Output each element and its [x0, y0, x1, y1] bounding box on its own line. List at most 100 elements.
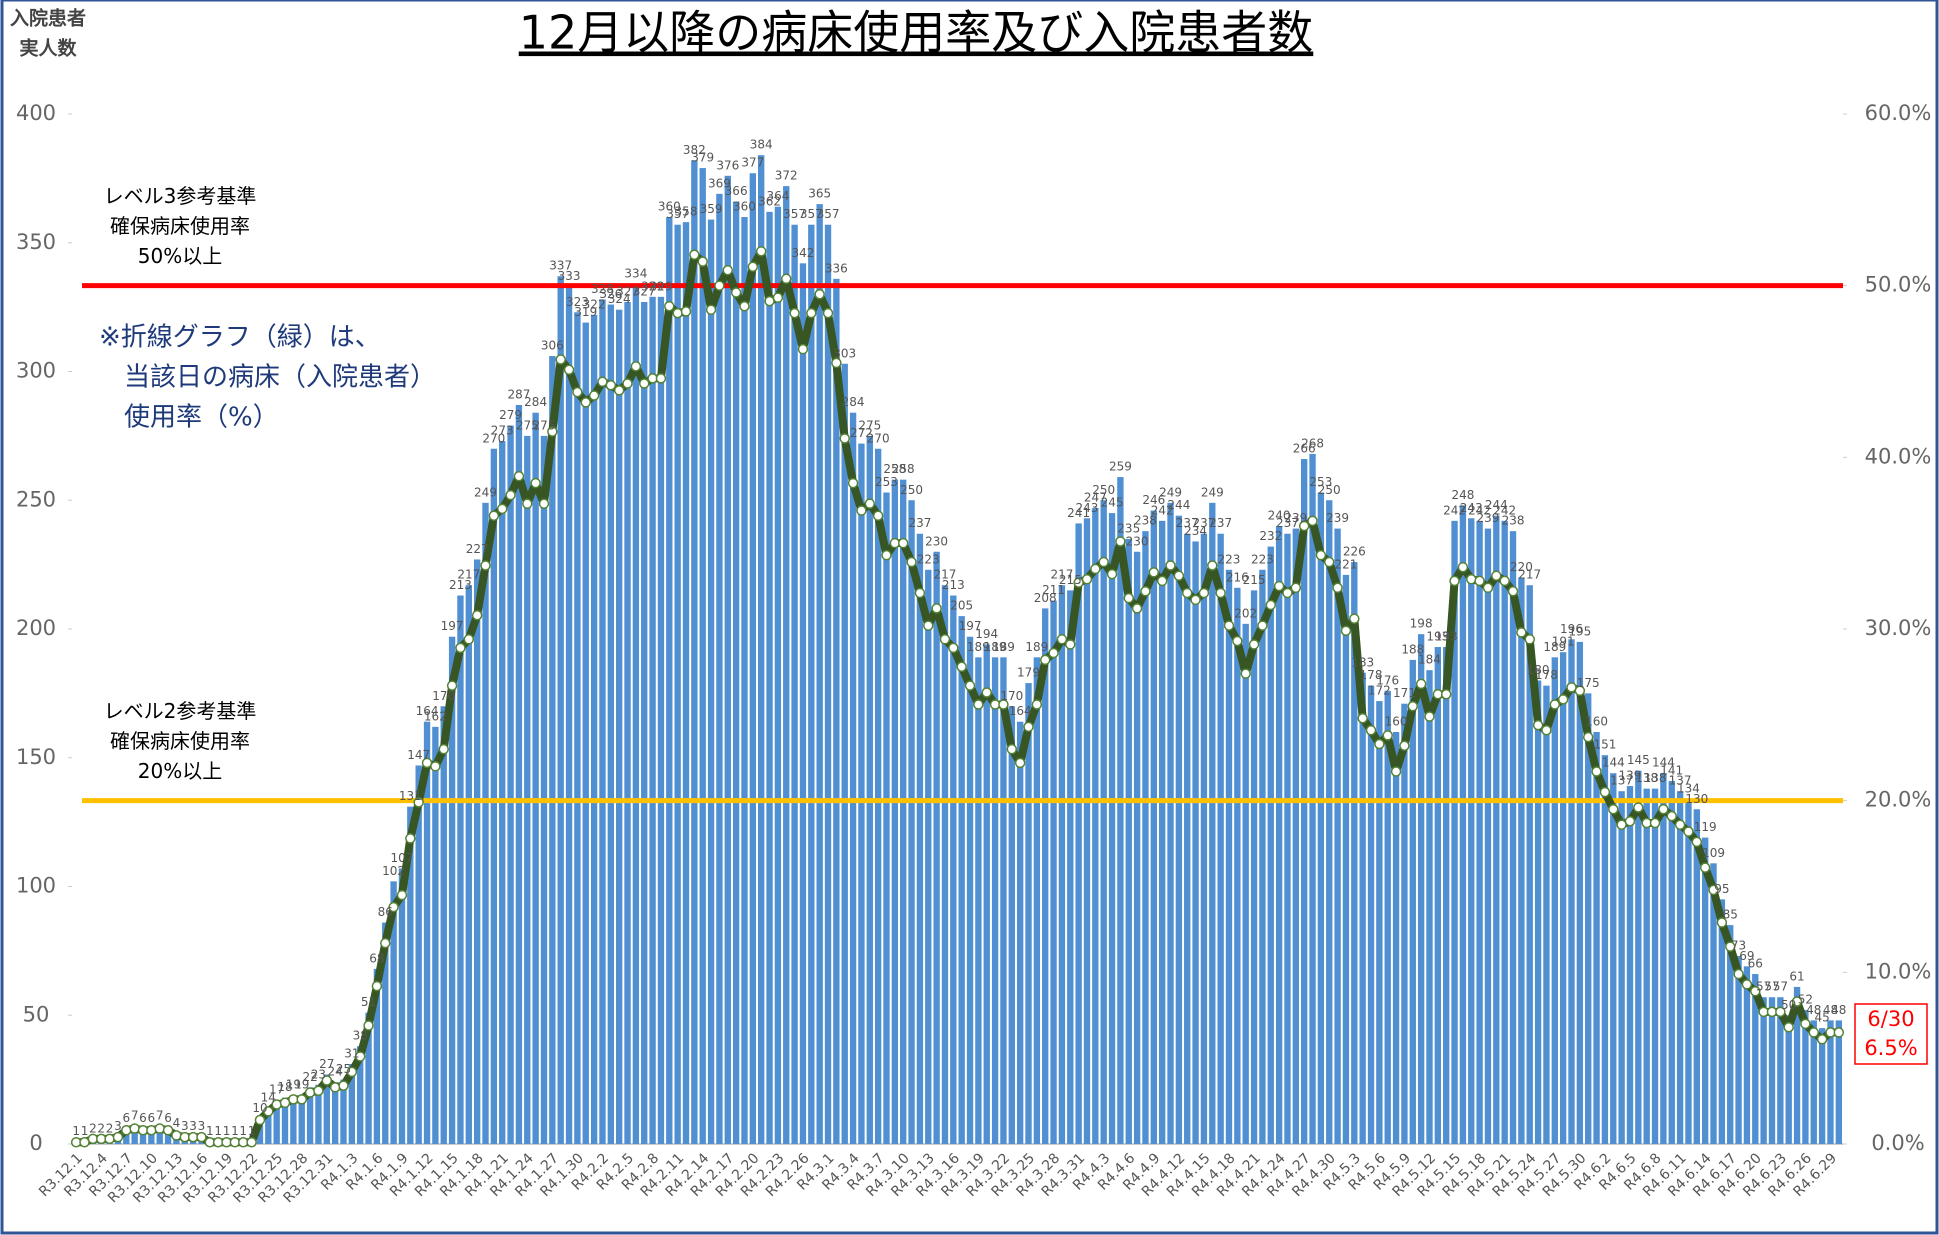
rate-point — [722, 264, 734, 276]
value-label: 139 — [1619, 769, 1642, 783]
value-label: 6 — [164, 1111, 172, 1125]
reference-label: 確保病床使用率 — [110, 214, 250, 238]
value-label: 241 — [1067, 506, 1090, 520]
bar — [1434, 647, 1442, 1144]
value-label: 273 — [491, 424, 514, 438]
rate-point — [714, 280, 725, 291]
value-label: 217 — [1518, 568, 1541, 582]
value-label: 223 — [1251, 552, 1274, 566]
bar — [657, 296, 665, 1144]
bar — [131, 1125, 138, 1144]
rate-point — [1557, 694, 1569, 705]
bar — [1518, 577, 1525, 1144]
rate-point — [1574, 685, 1586, 697]
rate-point — [446, 680, 458, 691]
value-label: 250 — [1092, 483, 1115, 497]
y-axis-label: 入院患者 — [10, 7, 86, 30]
value-label: 86 — [378, 905, 393, 919]
y-axis-label: 実人数 — [19, 37, 77, 60]
value-label: 258 — [892, 462, 915, 476]
value-label: 242 — [1443, 503, 1466, 517]
value-label: 250 — [900, 483, 923, 497]
bar — [758, 155, 765, 1144]
bar — [1167, 502, 1174, 1144]
value-label: 176 — [1376, 673, 1399, 687]
bar — [1142, 531, 1149, 1144]
value-label: 193 — [1435, 630, 1458, 644]
value-label: 131 — [399, 789, 422, 803]
rate-point — [1691, 836, 1703, 848]
value-label: 25 — [336, 1062, 351, 1076]
bar — [164, 1128, 172, 1144]
y2-tick-label: 20.0% — [1865, 788, 1932, 812]
value-label: 208 — [1034, 591, 1057, 605]
bar — [148, 1128, 155, 1144]
value-label: 217 — [934, 568, 957, 582]
value-label: 239 — [1284, 511, 1307, 525]
bar — [1376, 701, 1383, 1144]
value-label: 248 — [1451, 488, 1474, 502]
value-label: 109 — [1702, 846, 1725, 860]
value-label: 270 — [482, 431, 505, 445]
value-label: 237 — [1209, 516, 1232, 530]
bar — [849, 412, 857, 1144]
value-label: 366 — [725, 184, 748, 198]
rate-point — [839, 433, 850, 444]
value-label: 1 — [214, 1124, 222, 1138]
value-label: 57 — [1764, 980, 1779, 994]
note: ※折線グラフ（緑）は、 — [99, 323, 381, 353]
bar — [1785, 1015, 1792, 1144]
bar — [515, 404, 523, 1145]
rate-point — [1223, 620, 1235, 631]
value-label: 329 — [649, 279, 672, 293]
bar — [707, 219, 715, 1144]
value-label: 342 — [792, 246, 815, 260]
value-label: 250 — [1318, 483, 1341, 497]
value-label: 329 — [641, 279, 664, 293]
rate-point — [881, 549, 892, 561]
rate-point — [1633, 802, 1644, 813]
rate-point — [931, 603, 942, 614]
bar — [1660, 773, 1667, 1144]
bar — [1083, 518, 1091, 1144]
y-tick-label: 50 — [23, 1002, 50, 1026]
bar — [1217, 533, 1224, 1144]
rate-point — [1833, 1027, 1845, 1038]
rate-point — [914, 587, 926, 599]
rate-point — [964, 680, 976, 691]
value-label: 7 — [156, 1108, 164, 1122]
rate-point — [463, 634, 475, 645]
rate-point — [1265, 599, 1277, 611]
bar — [624, 301, 631, 1145]
value-label: 164 — [1009, 704, 1032, 718]
rate-point — [613, 385, 625, 396]
rate-point — [329, 1082, 341, 1093]
bar — [290, 1095, 297, 1144]
bar — [1610, 773, 1617, 1144]
value-label: 189 — [984, 640, 1007, 654]
value-label: 4 — [173, 1116, 181, 1130]
value-label: 172 — [1368, 684, 1391, 698]
rate-point — [338, 1080, 349, 1091]
value-label: 357 — [666, 207, 689, 221]
callout-text: 6/30 — [1867, 1007, 1914, 1031]
value-label: 151 — [1593, 738, 1616, 752]
value-label: 377 — [741, 156, 764, 170]
bar — [1476, 520, 1483, 1144]
value-label: 197 — [959, 619, 982, 633]
rate-point — [789, 307, 800, 319]
rate-point — [1323, 556, 1335, 568]
rate-point — [998, 699, 1009, 710]
value-label: 85 — [1723, 908, 1738, 922]
bar — [1760, 997, 1767, 1144]
rate-point — [1056, 634, 1068, 645]
rate-point — [923, 620, 934, 631]
value-label: 179 — [1017, 666, 1040, 680]
bar — [916, 533, 924, 1144]
rate-point — [739, 301, 750, 312]
rate-point — [772, 292, 784, 303]
value-label: 14 — [261, 1090, 276, 1104]
bar — [565, 286, 573, 1144]
rate-point — [1507, 585, 1519, 597]
